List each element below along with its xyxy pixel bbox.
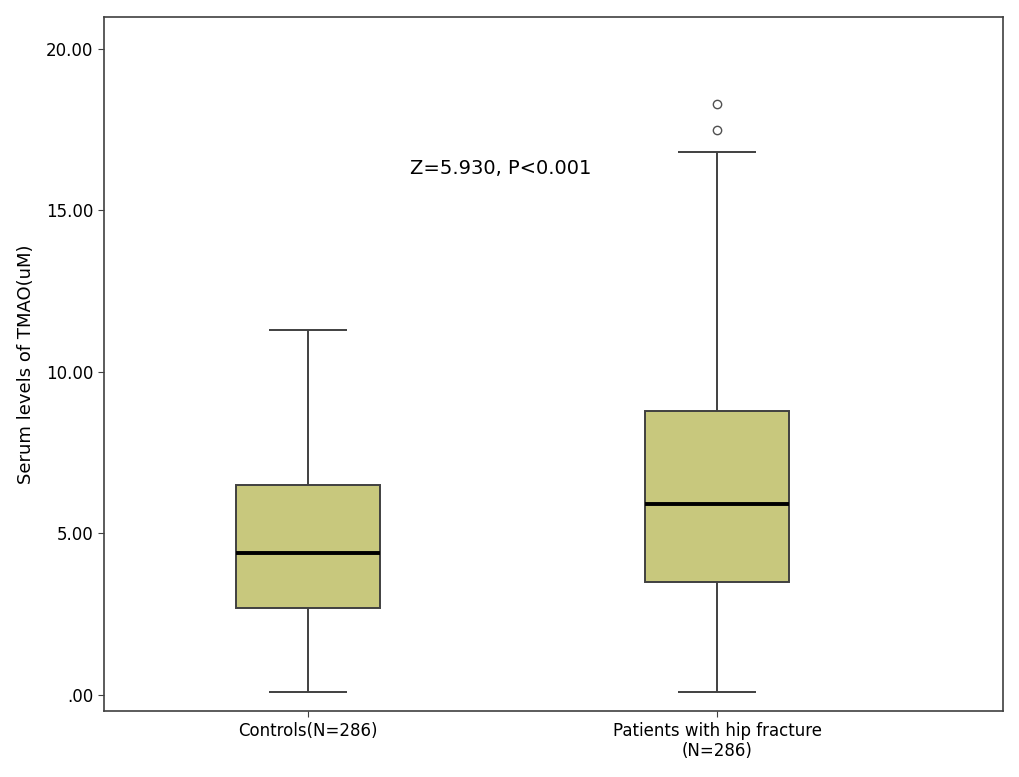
Y-axis label: Serum levels of TMAO(uM): Serum levels of TMAO(uM)	[16, 244, 35, 483]
Bar	[236, 485, 379, 608]
Text: Z=5.930, P<0.001: Z=5.930, P<0.001	[410, 159, 591, 178]
Bar	[645, 411, 788, 582]
